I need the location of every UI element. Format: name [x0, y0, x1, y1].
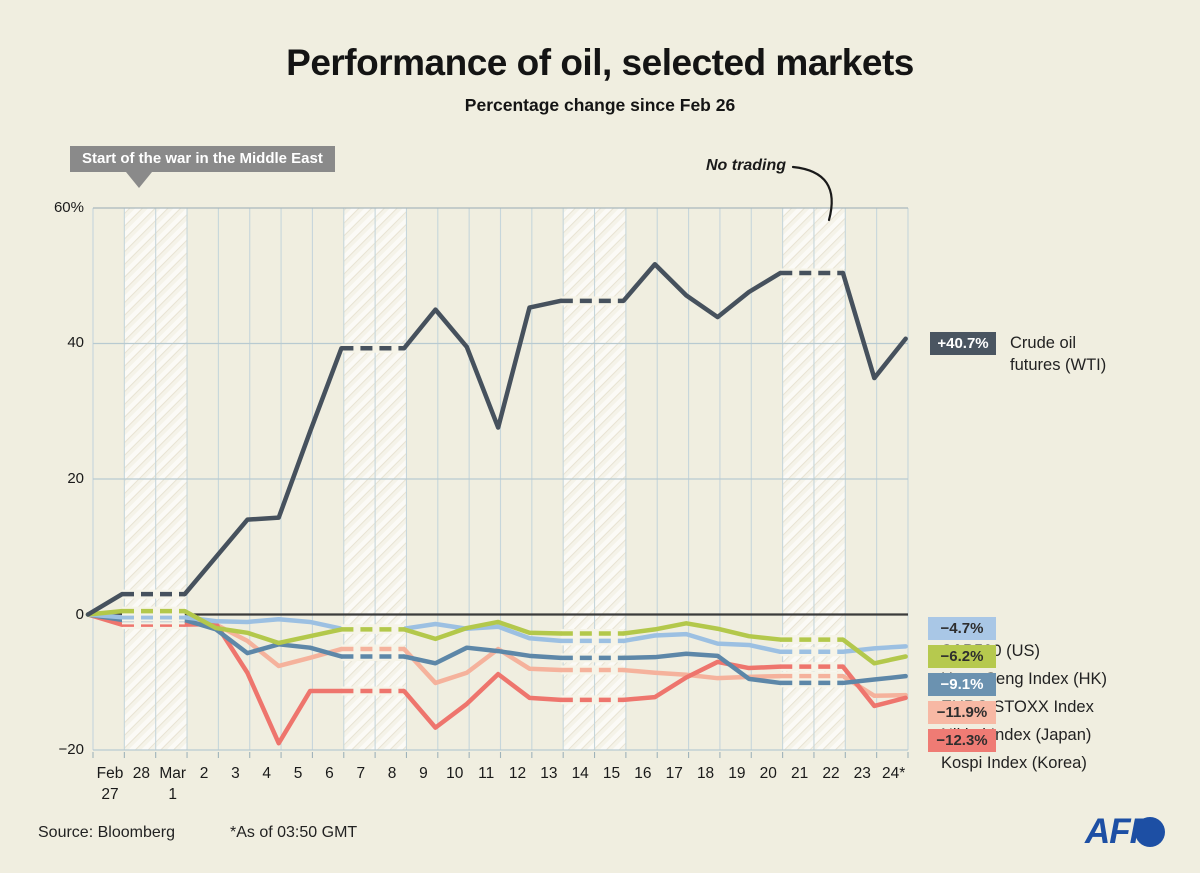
oil-value-badge: +40.7% — [930, 332, 996, 355]
y-tick-20: 20 — [67, 470, 84, 487]
series-line — [85, 261, 908, 617]
page-subtitle: Percentage change since Feb 26 — [464, 95, 736, 115]
legend-badge: −12.3% — [928, 729, 996, 752]
war-annotation-label: Start of the war in the Middle East — [82, 150, 323, 167]
oil-series-label: Crude oil futures (WTI) — [1010, 332, 1106, 376]
x-tick-label: 23 — [854, 765, 871, 782]
series-line — [85, 612, 908, 746]
x-tick-label: 14 — [572, 765, 590, 782]
x-tick-label: 15 — [603, 765, 620, 782]
x-tick-label: 13 — [540, 765, 557, 782]
x-tick-label: 22 — [822, 765, 839, 782]
afp-logo: AFP — [1085, 810, 1175, 854]
x-tick-label: 8 — [388, 765, 397, 782]
y-tick-minus20: −20 — [58, 741, 84, 758]
page-title: Performance of oil, selected markets — [286, 42, 914, 83]
legend-badge: −11.9% — [928, 701, 996, 724]
source-credit: Source: Bloomberg — [38, 824, 175, 841]
legend-label: Kospi Index (Korea) — [941, 754, 1087, 772]
war-annotation: Start of the war in the Middle East — [70, 146, 335, 188]
y-tick-40: 40 — [67, 334, 84, 351]
x-tick-label: 12 — [509, 765, 526, 782]
x-tick-label: 24* — [882, 765, 905, 782]
legend-row: −4.7%S&P500 (US) — [928, 617, 1040, 660]
x-tick-label: Feb — [97, 765, 124, 782]
legend-row: −9.1%EURO STOXX Index — [928, 673, 1094, 716]
x-tick-label: 5 — [294, 765, 303, 782]
oil-series-label-line1: Crude oil — [1010, 334, 1077, 352]
no-trading-arrow — [791, 165, 833, 222]
afp-logo-circle — [1135, 817, 1165, 847]
x-tick-label: 18 — [697, 765, 714, 782]
legend-row: −11.9%Nikkei Index (Japan) — [928, 701, 1091, 744]
x-tick-label: 2 — [200, 765, 209, 782]
y-tick-0: 0 — [75, 606, 84, 623]
x-tick-label: 16 — [634, 765, 651, 782]
legend-row: −12.3% Kospi Index (Korea) — [928, 729, 1087, 772]
war-annotation-pointer — [126, 172, 152, 188]
legend-badge: −4.7% — [928, 617, 996, 640]
x-tick-label: 19 — [728, 765, 745, 782]
x-tick-label: 27 — [101, 786, 118, 803]
x-tick-label: 3 — [231, 765, 240, 782]
x-tick-label: 1 — [168, 786, 177, 803]
oil-series-label-line2: futures (WTI) — [1010, 356, 1107, 374]
x-tick-label: 11 — [478, 765, 494, 782]
y-tick-60: 60% — [53, 199, 84, 216]
legend-row: −6.2%Hang Seng Index (HK) — [928, 645, 1107, 688]
series-lines — [85, 261, 908, 746]
legend-badge: −9.1% — [928, 673, 996, 696]
x-tick-label: 6 — [325, 765, 334, 782]
as-of-note: *As of 03:50 GMT — [230, 824, 358, 841]
series-line — [85, 606, 908, 666]
x-tick-label: 20 — [760, 765, 778, 782]
legend-badge: −6.2% — [928, 645, 996, 668]
x-tick-label: 9 — [419, 765, 428, 782]
x-tick-label: 28 — [133, 765, 150, 782]
x-tick-label: 10 — [446, 765, 464, 782]
x-tick-label: 7 — [356, 765, 365, 782]
x-tick-label: 21 — [791, 765, 808, 782]
no-trading-annotation: No trading — [706, 157, 786, 174]
x-tick-label: 4 — [262, 765, 271, 782]
x-tick-label: Mar — [159, 765, 186, 782]
x-tick-label: 17 — [666, 765, 683, 782]
